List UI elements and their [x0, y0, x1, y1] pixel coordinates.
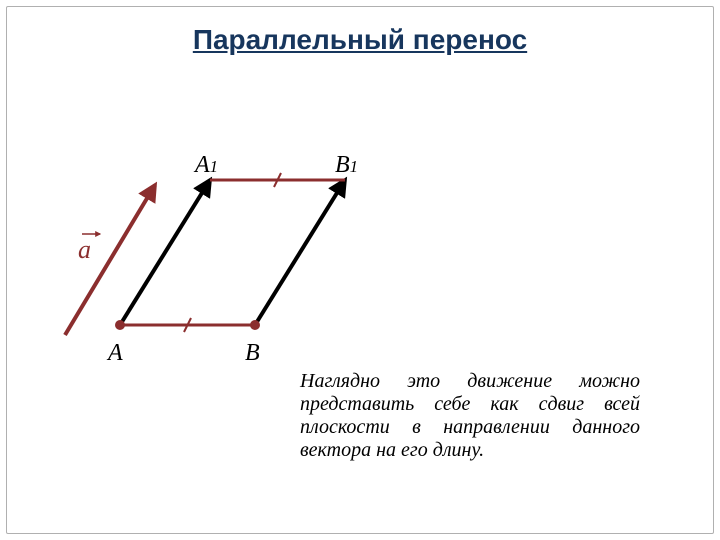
label-A-text: А: [106, 340, 123, 366]
label-A: А: [106, 340, 123, 366]
label-A1: А1: [193, 152, 218, 178]
segment-A-A1: [120, 180, 210, 325]
vector-a-label: a: [78, 235, 91, 264]
caption-text: Наглядно это движение можно представить …: [300, 370, 640, 462]
label-B1: В1: [335, 152, 358, 178]
point-A: [115, 320, 125, 330]
segment-B-B1: [255, 180, 345, 325]
label-B1-text: В: [335, 152, 350, 178]
label-B: В: [245, 340, 260, 366]
label-B-text: В: [245, 340, 260, 366]
label-B1-sub: 1: [350, 157, 358, 176]
label-A1-text: А: [193, 152, 210, 178]
label-A1-sub: 1: [210, 157, 218, 176]
point-B: [250, 320, 260, 330]
